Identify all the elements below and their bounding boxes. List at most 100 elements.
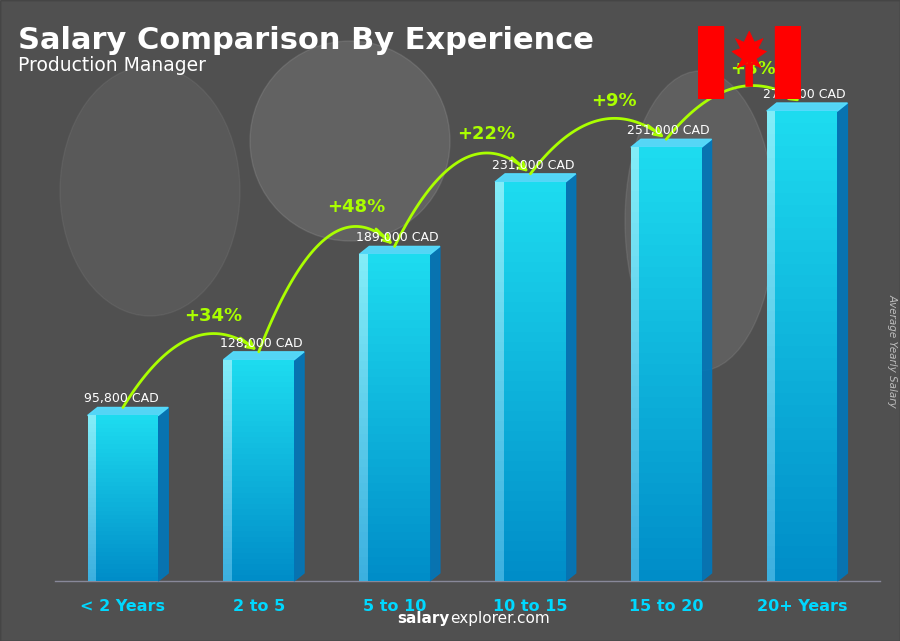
Bar — [359, 303, 368, 312]
Bar — [223, 553, 294, 559]
Bar — [87, 523, 158, 527]
Bar — [495, 281, 566, 292]
Bar — [495, 202, 504, 212]
Bar — [359, 556, 368, 565]
Bar — [767, 369, 775, 381]
Bar — [87, 548, 158, 552]
Bar — [223, 537, 294, 542]
Bar — [359, 508, 430, 515]
Bar — [495, 292, 504, 302]
Bar — [87, 461, 158, 465]
Bar — [495, 451, 566, 462]
Bar — [223, 565, 232, 570]
Bar — [495, 571, 566, 581]
Text: < 2 Years: < 2 Years — [80, 599, 166, 614]
Bar — [87, 453, 96, 457]
Bar — [767, 299, 775, 311]
Bar — [87, 572, 96, 577]
Bar — [631, 353, 639, 364]
Bar — [495, 511, 566, 521]
Bar — [767, 569, 775, 581]
Bar — [631, 288, 639, 299]
Bar — [223, 365, 294, 371]
Bar — [767, 334, 775, 346]
Bar — [359, 287, 430, 296]
Bar — [87, 535, 96, 540]
Bar — [495, 342, 504, 351]
Bar — [223, 526, 294, 531]
Bar — [631, 375, 702, 386]
Bar — [631, 472, 702, 483]
Bar — [359, 369, 430, 377]
Bar — [87, 523, 96, 527]
Bar — [495, 421, 566, 431]
Bar — [359, 401, 368, 410]
Bar — [87, 436, 158, 440]
Bar — [87, 465, 158, 469]
Bar — [359, 369, 368, 377]
Bar — [767, 487, 837, 499]
Bar — [495, 212, 566, 222]
Bar — [359, 360, 368, 369]
Bar — [223, 376, 294, 382]
Bar — [631, 483, 702, 494]
Bar — [359, 393, 368, 401]
Bar — [767, 452, 837, 463]
Bar — [87, 440, 96, 444]
Text: 272,000 CAD: 272,000 CAD — [763, 88, 846, 101]
Bar — [223, 570, 232, 576]
Bar — [495, 342, 566, 351]
Bar — [87, 556, 96, 560]
Bar — [631, 331, 639, 342]
Bar — [223, 404, 232, 410]
Bar — [359, 434, 430, 442]
Bar — [359, 524, 430, 532]
Bar — [495, 551, 504, 561]
Bar — [495, 192, 566, 202]
Bar — [631, 256, 702, 267]
Bar — [223, 476, 294, 481]
Bar — [495, 431, 504, 441]
Bar — [495, 381, 566, 392]
Bar — [495, 272, 566, 281]
Bar — [495, 531, 566, 541]
Bar — [631, 245, 702, 256]
Bar — [631, 169, 639, 180]
Bar — [87, 531, 158, 535]
Bar — [767, 487, 775, 499]
Bar — [631, 190, 702, 201]
Bar — [87, 560, 158, 565]
Bar — [767, 346, 775, 358]
Bar — [767, 263, 837, 276]
Bar — [87, 432, 158, 436]
Bar — [87, 432, 96, 436]
Bar — [767, 170, 775, 181]
Bar — [359, 344, 430, 353]
Bar — [359, 499, 368, 508]
Bar — [87, 469, 96, 474]
Bar — [631, 472, 639, 483]
Bar — [631, 267, 702, 278]
Bar — [223, 492, 232, 498]
Bar — [631, 201, 639, 212]
Bar — [767, 228, 775, 240]
Bar — [767, 463, 837, 475]
Bar — [87, 527, 96, 531]
Bar — [698, 26, 724, 99]
Bar — [767, 111, 837, 122]
Text: 128,000 CAD: 128,000 CAD — [220, 337, 302, 350]
Bar — [223, 360, 232, 365]
Polygon shape — [767, 103, 848, 111]
Bar — [631, 342, 702, 353]
Bar — [767, 428, 837, 440]
Text: 20+ Years: 20+ Years — [757, 599, 847, 614]
Bar — [223, 382, 294, 387]
Bar — [495, 212, 504, 222]
Bar — [223, 410, 294, 415]
Bar — [631, 505, 639, 516]
Polygon shape — [294, 352, 304, 581]
Bar — [631, 538, 639, 549]
Bar — [631, 364, 702, 375]
Bar — [223, 537, 232, 542]
Text: +22%: +22% — [457, 126, 516, 144]
